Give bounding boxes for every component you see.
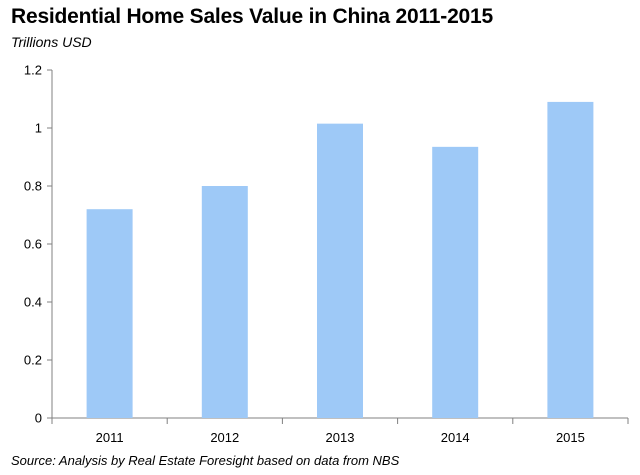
bar-2014 xyxy=(432,146,479,418)
x-tick-label: 2013 xyxy=(326,430,355,445)
chart-unit-subtitle: Trillions USD xyxy=(11,34,92,50)
chart-title: Residential Home Sales Value in China 20… xyxy=(11,5,493,28)
y-tick-label: 1.2 xyxy=(24,63,42,78)
x-tick-label: 2015 xyxy=(556,430,585,445)
y-tick-label: 1 xyxy=(35,121,42,136)
y-tick-label: 0.6 xyxy=(24,237,42,252)
bar-2011 xyxy=(86,209,133,418)
y-tick-label: 0.4 xyxy=(24,295,42,310)
y-tick-label: 0 xyxy=(35,411,42,426)
bar-2012 xyxy=(201,186,248,418)
x-tick-label: 2011 xyxy=(96,430,124,445)
bar-2013 xyxy=(317,123,363,419)
x-tick-label: 2014 xyxy=(441,430,470,445)
bar-2015 xyxy=(547,101,594,419)
x-tick-label: 2012 xyxy=(210,430,239,445)
source-note: Source: Analysis by Real Estate Foresigh… xyxy=(11,453,400,468)
y-tick-label: 0.2 xyxy=(24,353,42,368)
y-tick-label: 0.8 xyxy=(24,179,42,194)
